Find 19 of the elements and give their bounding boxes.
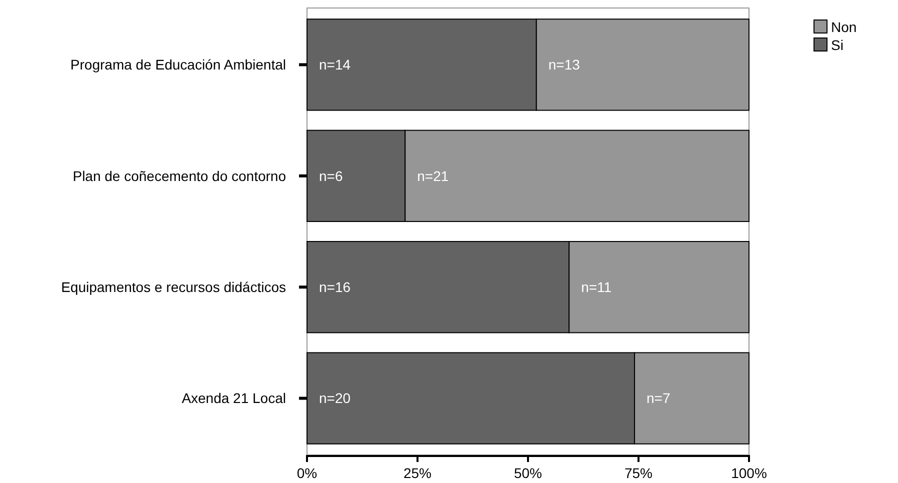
annotation: n=16 xyxy=(319,278,351,295)
x-tick-label: 25% xyxy=(403,465,432,481)
x-tick-label: 75% xyxy=(624,465,653,481)
annotation: n=6 xyxy=(319,168,343,184)
legend-label: Non xyxy=(831,18,857,35)
y-tick-label: Axenda 21 Local xyxy=(182,390,286,406)
y-tick-label: Plan de coñecemento do contorno xyxy=(72,168,286,184)
y-tick-label: Equipamentos e recursos didácticos xyxy=(61,278,286,295)
annotation: n=13 xyxy=(548,56,580,73)
annotation: n=21 xyxy=(417,168,449,184)
legend-label: Si xyxy=(831,36,844,53)
x-tick-label: 50% xyxy=(514,465,542,481)
x-tick-label: 100% xyxy=(731,465,767,481)
x-tick-label: 0% xyxy=(296,465,318,481)
annotation: n=11 xyxy=(581,278,612,295)
annotation: n=7 xyxy=(646,390,670,406)
annotation: n=14 xyxy=(319,56,351,73)
y-tick-label: Programa de Educación Ambiental xyxy=(70,56,286,73)
annotation: n=20 xyxy=(319,390,351,406)
